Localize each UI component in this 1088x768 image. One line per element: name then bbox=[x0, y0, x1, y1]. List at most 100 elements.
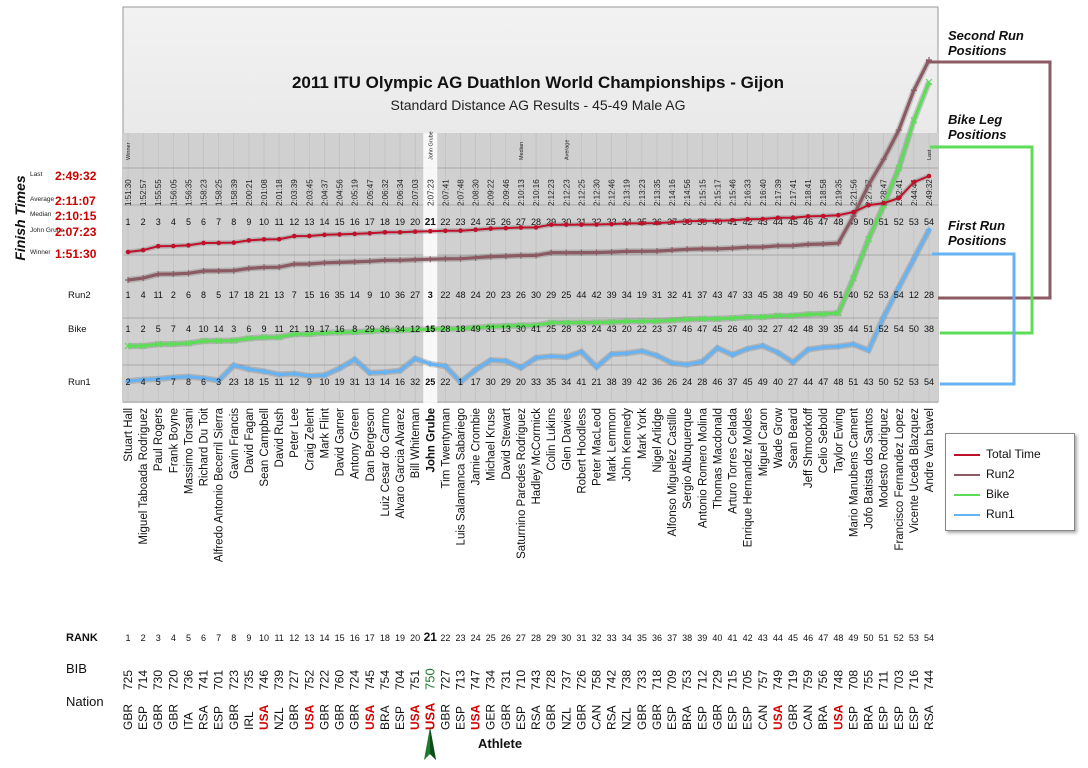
position-label-run1_positions: 40 bbox=[773, 377, 783, 387]
position-label-bike_positions: 30 bbox=[516, 324, 526, 334]
position-label-run1_positions: 5 bbox=[156, 377, 161, 387]
point-bike bbox=[169, 340, 177, 348]
position-label-bike_positions: 15 bbox=[425, 324, 435, 334]
point-bike bbox=[895, 164, 903, 172]
point-bike bbox=[925, 78, 933, 86]
athlete-name: Alfredo Antonio Becerril Sierra bbox=[214, 407, 226, 562]
point-bike bbox=[336, 328, 344, 336]
point-run1 bbox=[336, 365, 343, 372]
bib-value: 744 bbox=[922, 670, 936, 690]
y-axis-label: Finish Times bbox=[12, 175, 28, 261]
point-total bbox=[851, 209, 856, 215]
bib-value: 759 bbox=[801, 670, 815, 690]
bib-value: 742 bbox=[605, 670, 619, 690]
point-total bbox=[594, 222, 599, 227]
point-bike bbox=[457, 325, 464, 333]
point-run2 bbox=[699, 245, 706, 252]
point-run2 bbox=[245, 265, 252, 272]
nation-value: ESP bbox=[453, 706, 467, 730]
time-marker-label: Last bbox=[30, 171, 42, 178]
point-total bbox=[125, 249, 131, 255]
position-label-run2_positions: 47 bbox=[728, 290, 738, 300]
position-label-run1_positions: 47 bbox=[818, 377, 828, 387]
rank-number: 5 bbox=[186, 217, 191, 227]
bib-value: 703 bbox=[892, 670, 906, 690]
point-bike bbox=[290, 330, 298, 338]
circle-marker-icon bbox=[954, 454, 980, 456]
rank-number: 22 bbox=[440, 217, 450, 227]
position-label-run1_positions: 30 bbox=[486, 377, 496, 387]
point-bike bbox=[789, 312, 797, 320]
point-total bbox=[548, 222, 554, 227]
rank-number: 7 bbox=[216, 217, 221, 227]
finish-time-label: 2:12:46 bbox=[608, 179, 617, 206]
bib-value: 733 bbox=[635, 670, 649, 690]
point-run1 bbox=[789, 359, 796, 366]
rank-value: 13 bbox=[304, 633, 314, 643]
time-marker-label: John Grube bbox=[30, 227, 64, 234]
rank-number: 25 bbox=[486, 217, 496, 227]
finish-time-label: 2:09:22 bbox=[487, 179, 496, 206]
nation-value: USA bbox=[257, 704, 271, 730]
position-label-run1_positions: 32 bbox=[410, 377, 420, 387]
point-total bbox=[171, 243, 176, 249]
position-label-bike_positions: 5 bbox=[156, 324, 161, 334]
position-label-bike_positions: 7 bbox=[171, 324, 176, 334]
time-marker-label: Average bbox=[30, 196, 54, 203]
position-label-bike_positions: 28 bbox=[440, 324, 450, 334]
bracket-second-run bbox=[926, 60, 1052, 300]
athlete-name: Massimo Torsani bbox=[183, 408, 195, 494]
position-label-bike_positions: 34 bbox=[395, 324, 405, 334]
point-run1 bbox=[185, 373, 192, 380]
position-label-run1_positions: 54 bbox=[924, 377, 934, 387]
point-bike bbox=[547, 319, 555, 327]
nation-value: GBR bbox=[166, 704, 180, 730]
point-run1 bbox=[351, 356, 358, 363]
point-bike bbox=[411, 326, 419, 334]
finish-time-label: 2:14:16 bbox=[668, 179, 677, 206]
athlete-name: Robert Hoodless bbox=[576, 408, 588, 494]
point-run2 bbox=[502, 253, 509, 260]
point-total bbox=[805, 214, 811, 219]
nation-value: NZL bbox=[559, 707, 573, 730]
athlete-name: John Grube bbox=[425, 408, 437, 473]
time-marker-value: 2:49:32 bbox=[55, 169, 97, 183]
position-label-run2_positions: 38 bbox=[773, 290, 783, 300]
point-run1 bbox=[533, 354, 540, 361]
position-label-bike_positions: 45 bbox=[712, 324, 722, 334]
position-label-bike_positions: 27 bbox=[773, 324, 783, 334]
athlete-name: Michael Kruse bbox=[486, 408, 498, 481]
rank-value: 53 bbox=[909, 633, 919, 643]
point-total bbox=[322, 232, 327, 238]
rank-value: 27 bbox=[516, 633, 526, 643]
position-label-run2_positions: 42 bbox=[592, 290, 602, 300]
bib-value: 749 bbox=[771, 670, 785, 690]
point-run1 bbox=[578, 348, 585, 355]
rank-value: 52 bbox=[894, 633, 904, 643]
bib-value: 701 bbox=[212, 670, 226, 690]
position-label-bike_positions: 16 bbox=[335, 324, 345, 334]
bib-value: 718 bbox=[650, 670, 664, 690]
nation-value: GBR bbox=[348, 704, 362, 730]
rank-number: 8 bbox=[231, 217, 236, 227]
point-bike bbox=[638, 317, 646, 325]
point-total bbox=[896, 195, 902, 201]
rank-number: 12 bbox=[289, 217, 299, 227]
point-total bbox=[503, 225, 509, 231]
point-run2 bbox=[306, 260, 313, 267]
nation-value: GBR bbox=[635, 704, 649, 730]
point-run1 bbox=[140, 376, 147, 383]
point-run1 bbox=[805, 346, 812, 353]
athlete-name: Peter MacLeod bbox=[592, 408, 604, 486]
position-label-bike_positions: 43 bbox=[607, 324, 617, 334]
position-label-bike_positions: 19 bbox=[304, 324, 314, 334]
position-label-bike_positions: 14 bbox=[214, 324, 224, 334]
point-run1 bbox=[865, 347, 872, 354]
point-run2 bbox=[593, 249, 600, 256]
bib-value: 736 bbox=[181, 670, 195, 690]
bib-value: 741 bbox=[197, 670, 211, 690]
row-label-bike: Bike bbox=[68, 324, 86, 335]
point-bike bbox=[154, 340, 162, 348]
point-run1 bbox=[880, 314, 887, 321]
nation-value: GBR bbox=[227, 704, 241, 730]
